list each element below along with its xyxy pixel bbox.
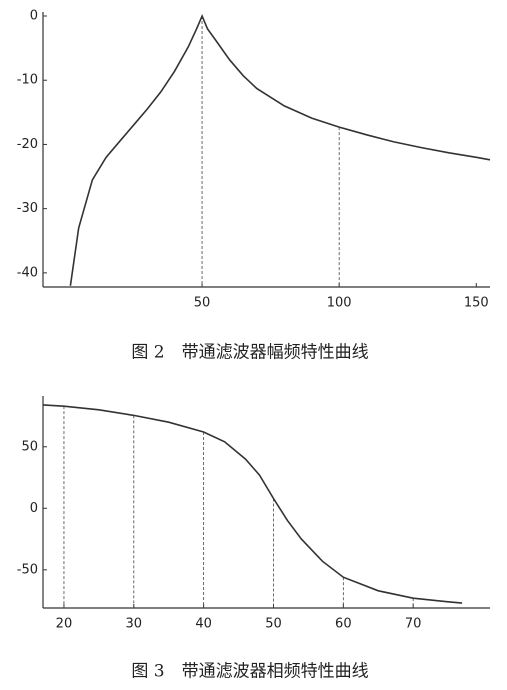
- x-tick-label: 70: [405, 617, 422, 632]
- x-tick-label: 20: [56, 617, 73, 632]
- caption: 图 2 带通滤波器幅频特性曲线: [131, 343, 368, 363]
- y-tick-label: -10: [17, 73, 38, 88]
- x-tick-label: 50: [194, 296, 211, 311]
- x-tick-label: 50: [265, 617, 282, 632]
- y-tick-label: -30: [17, 201, 38, 216]
- caption: 图 3 带通滤波器相频特性曲线: [131, 662, 368, 682]
- x-tick-label: 100: [327, 296, 352, 311]
- x-tick-label: 30: [126, 617, 143, 632]
- y-tick-label: 50: [21, 439, 38, 454]
- y-tick-label: 0: [30, 501, 38, 516]
- y-tick-label: -20: [17, 137, 38, 152]
- x-tick-label: 40: [195, 617, 212, 632]
- curve: [69, 13, 491, 286]
- curve: [42, 404, 463, 604]
- y-tick-label: -40: [17, 265, 38, 280]
- x-tick-label: 60: [335, 617, 352, 632]
- x-tick-label: 150: [464, 296, 489, 311]
- y-tick-label: -50: [17, 562, 38, 577]
- y-tick-label: 0: [30, 9, 38, 24]
